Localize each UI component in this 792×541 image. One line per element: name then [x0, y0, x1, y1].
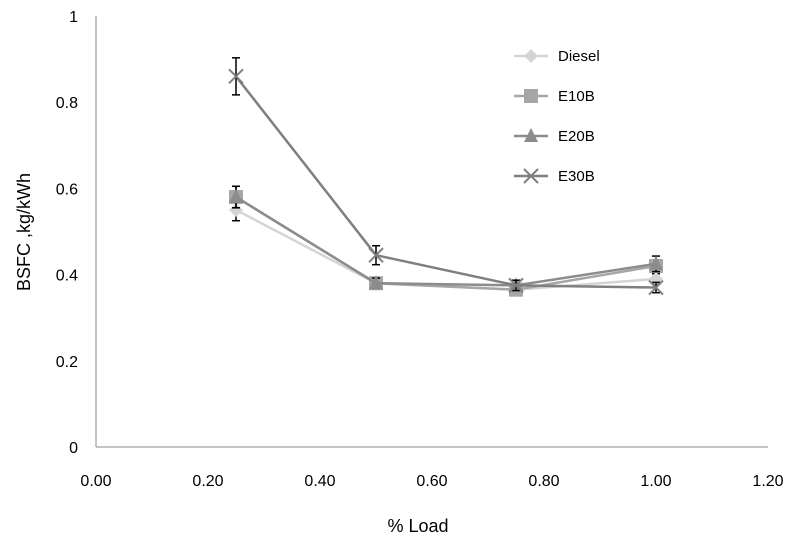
x-axis-title: % Load: [387, 516, 448, 536]
x-marker-stroke: [523, 168, 539, 184]
series-e30b: [228, 57, 664, 296]
legend-item-diesel: Diesel: [514, 48, 600, 65]
data-point-diesel: [229, 202, 243, 217]
series-line-e30b: [235, 75, 657, 289]
x-tick-label: 1.20: [752, 473, 783, 490]
legend: Diesel E10B E20B E30B: [514, 48, 600, 185]
y-axis-title: BSFC ,kg/kWh: [14, 173, 34, 291]
legend-marker-e20b: [524, 128, 538, 142]
x-tick-label: 0.80: [528, 473, 559, 490]
plot-area: [95, 16, 768, 448]
x-tick-label: 0.20: [192, 473, 223, 490]
legend-marker-diesel: [524, 49, 538, 63]
y-tick-label: 0.2: [56, 354, 78, 371]
x-marker-stroke: [368, 247, 384, 263]
legend-label: E20B: [558, 128, 595, 145]
series-line-e20b: [235, 195, 657, 287]
data-point-e30b: [648, 279, 664, 296]
x-marker-stroke: [508, 277, 524, 294]
x-tick-labels: 0.00 0.20 0.40 0.60 0.80 1.00 1.20: [80, 473, 783, 490]
data-point-e30b: [508, 277, 524, 294]
x-marker-stroke: [228, 68, 244, 85]
y-tick-labels: 0 0.2 0.4 0.6 0.8 1: [56, 9, 78, 457]
y-tick-label: 0.6: [56, 181, 78, 198]
data-point-e20b: [369, 275, 383, 290]
y-tick-label: 0.4: [56, 268, 78, 285]
series-layer: [228, 57, 664, 297]
x-tick-label: 0.60: [416, 473, 447, 490]
x-tick-label: 1.00: [640, 473, 671, 490]
x-tick-label: 0.40: [304, 473, 335, 490]
x-tick-label: 0.00: [80, 473, 111, 490]
legend-item-e10b: E10B: [514, 88, 595, 105]
data-point-e20b: [649, 255, 663, 270]
legend-label: Diesel: [558, 48, 600, 65]
data-point-e30b: [228, 68, 244, 85]
y-tick-label: 1: [69, 9, 78, 26]
y-tick-label: 0: [69, 440, 78, 457]
data-point-e20b: [229, 189, 243, 204]
legend-item-e30b: E30B: [514, 168, 595, 185]
series-diesel: [229, 198, 663, 297]
legend-marker-e10b: [524, 89, 538, 103]
legend-item-e20b: E20B: [514, 128, 595, 145]
legend-marker-e30b: [523, 168, 539, 184]
data-point-e30b: [368, 247, 384, 263]
legend-label: E10B: [558, 88, 595, 105]
y-tick-label: 0.8: [56, 95, 78, 112]
legend-label: E30B: [558, 168, 595, 185]
x-marker-stroke: [648, 279, 664, 296]
